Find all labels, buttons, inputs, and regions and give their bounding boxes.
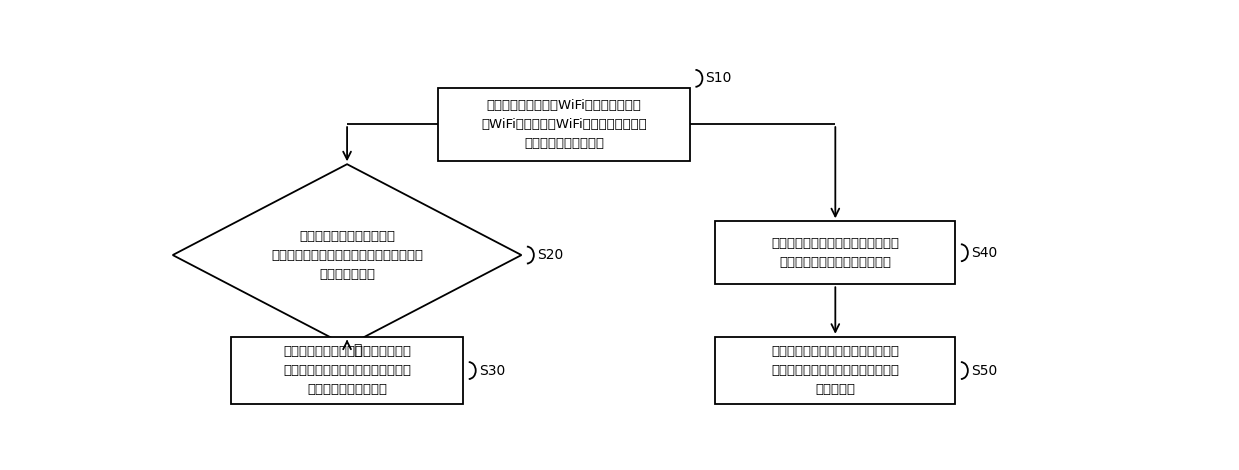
Text: 解析目标数据包，获取目标数据包中
的目标路由器的设备信息，并利用设
备信息连接目标路由器: 解析目标数据包，获取目标数据包中 的目标路由器的设备信息，并利用设 备信息连接目… — [282, 345, 411, 396]
Text: 是: 是 — [354, 344, 362, 358]
Text: S30: S30 — [478, 364, 506, 377]
Text: 若数据包类型为管理帧，则利用自身
的热点与目标移动终端建立连接: 若数据包类型为管理帧，则利用自身 的热点与目标移动终端建立连接 — [772, 237, 900, 269]
Text: 接收由目标移动终端发送的目标路由
器的设备信息，并利用设备信息连接
目标路由器: 接收由目标移动终端发送的目标路由 器的设备信息，并利用设备信息连接 目标路由器 — [772, 345, 900, 396]
Bar — [715, 337, 955, 405]
Text: S50: S50 — [971, 364, 997, 377]
Polygon shape — [172, 164, 522, 346]
Text: S20: S20 — [536, 248, 564, 262]
Text: 若数据包类型为网络数据，
则进一步判断数据包是否为目标移动终端发
送的目标数据包: 若数据包类型为网络数据， 则进一步判断数据包是否为目标移动终端发 送的目标数据包 — [271, 229, 422, 281]
Bar — [439, 87, 690, 161]
Text: 在按照预设规则切换WiFi信道后，接收当
前WiFi信道下所有WiFi设备发送的数据包
并分析各数据包的类型: 在按照预设规则切换WiFi信道后，接收当 前WiFi信道下所有WiFi设备发送的… — [481, 99, 647, 149]
Bar — [230, 337, 463, 405]
Text: S40: S40 — [971, 246, 997, 260]
Text: S10: S10 — [705, 71, 732, 86]
Bar — [715, 221, 955, 284]
